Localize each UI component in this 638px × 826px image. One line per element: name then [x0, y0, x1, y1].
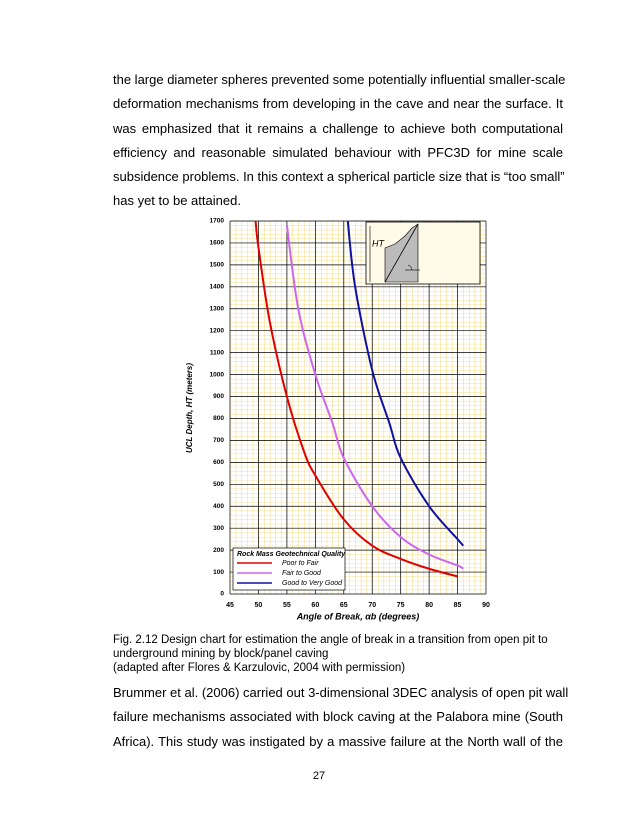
text-line: Brummer et al. (2006) carried out 3-dime…	[113, 685, 569, 700]
page-number: 27	[312, 770, 326, 782]
y-tick-label: 100	[213, 569, 224, 576]
inset-diagram: HT	[365, 221, 481, 285]
text-line: has yet to be attained.	[113, 193, 241, 209]
y-tick-label: 500	[213, 481, 224, 488]
y-tick-label: 200	[213, 547, 224, 554]
text-line: failure mechanisms associated with block…	[113, 709, 563, 725]
x-tick-label: 55	[283, 602, 291, 609]
y-tick-label: 1200	[210, 327, 225, 334]
x-tick-label: 60	[311, 602, 319, 609]
y-tick-label: 400	[213, 503, 224, 510]
curve	[254, 220, 458, 578]
y-tick-label: 800	[213, 415, 224, 422]
y-tick-label: 300	[213, 525, 224, 532]
legend-title: Rock Mass Geotechnical Quality	[237, 551, 346, 558]
y-tick-label: 1700	[210, 218, 225, 225]
x-tick-label: 80	[425, 602, 433, 609]
y-tick-label: 1100	[210, 349, 224, 356]
x-tick-label: 75	[397, 602, 405, 609]
y-tick-label: 1000	[210, 371, 225, 378]
legend-label: Good to Very Good	[282, 580, 343, 587]
text-line: deformation mechanisms from developing i…	[113, 96, 563, 112]
text-line: (adapted after Flores & Karzulovic, 2004…	[113, 662, 406, 674]
y-tick-label: 700	[213, 437, 224, 444]
text-line: the large diameter spheres prevented som…	[113, 72, 566, 87]
text-line: underground mining by block/panel caving	[113, 648, 329, 660]
curve	[346, 220, 465, 547]
y-axis-label: UCL Depth, HT (meters)	[185, 363, 194, 453]
paragraph: the large diameter spheres prevented som…	[113, 68, 566, 214]
text-line: was emphasized that it remains a challen…	[113, 120, 563, 136]
figure-caption: Fig. 2.12 Design chart for estimation th…	[113, 633, 563, 675]
x-tick-label: 90	[482, 602, 490, 609]
x-tick-label: 85	[454, 602, 462, 609]
y-tick-label: 1300	[210, 305, 225, 312]
curve	[285, 225, 464, 570]
x-axis-label: Angle of Break, αb (degrees)	[296, 611, 420, 621]
x-tick-label: 70	[368, 602, 376, 609]
text-line: efficiency and reasonable simulated beha…	[113, 144, 563, 160]
y-tick-label: 1500	[210, 262, 225, 269]
x-tick-label: 50	[255, 602, 263, 609]
legend-label: Poor to Fair	[282, 560, 319, 567]
legend-label: Fair to Good	[282, 570, 322, 577]
inset-label: HT	[372, 238, 385, 248]
text-line: Africa). This study was instigated by a …	[113, 733, 563, 749]
y-tick-label: 1600	[210, 240, 225, 247]
x-tick-label: 45	[226, 602, 234, 609]
text-line: Fig. 2.12 Design chart for estimation th…	[113, 634, 548, 646]
paragraph: Brummer et al. (2006) carried out 3-dime…	[113, 681, 569, 754]
y-tick-label: 600	[213, 459, 224, 466]
y-tick-label: 1400	[210, 284, 225, 291]
x-tick-label: 65	[340, 602, 348, 609]
y-tick-label: 0	[220, 591, 224, 598]
text-line: subsidence problems. In this context a s…	[113, 169, 565, 185]
y-tick-label: 900	[213, 393, 224, 400]
